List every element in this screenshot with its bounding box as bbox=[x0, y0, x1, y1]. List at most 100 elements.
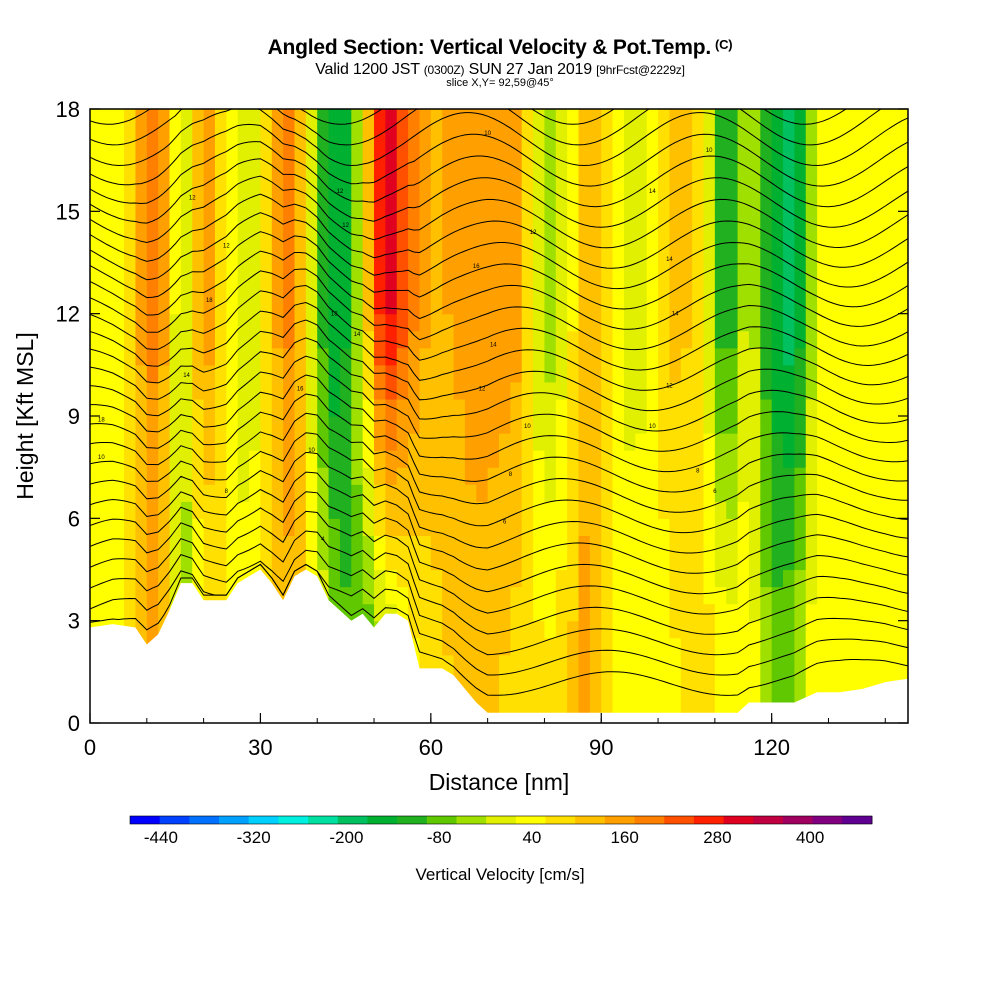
velocity-cell bbox=[408, 535, 421, 554]
velocity-cell bbox=[396, 586, 409, 605]
velocity-cell bbox=[271, 398, 284, 417]
velocity-cell bbox=[339, 603, 352, 622]
velocity-cell bbox=[294, 177, 307, 195]
velocity-cell bbox=[601, 467, 614, 485]
velocity-cell bbox=[351, 313, 364, 332]
velocity-cell bbox=[601, 450, 614, 468]
velocity-cell bbox=[862, 552, 875, 571]
velocity-cell bbox=[328, 484, 341, 502]
velocity-cell bbox=[487, 211, 500, 229]
velocity-cell bbox=[783, 654, 795, 673]
velocity-cell bbox=[873, 620, 886, 639]
velocity-cell bbox=[658, 313, 671, 332]
velocity-cell bbox=[476, 381, 489, 400]
velocity-cell bbox=[328, 177, 341, 195]
velocity-cell bbox=[362, 160, 375, 178]
velocity-cell bbox=[589, 143, 602, 161]
velocity-cell bbox=[317, 501, 330, 519]
velocity-cell bbox=[544, 109, 557, 127]
velocity-cell bbox=[612, 143, 625, 161]
velocity-cell bbox=[453, 586, 466, 605]
velocity-cell bbox=[748, 535, 761, 554]
velocity-cell bbox=[146, 381, 159, 400]
velocity-cell bbox=[226, 245, 239, 264]
velocity-cell bbox=[510, 211, 523, 229]
velocity-cell bbox=[783, 569, 795, 588]
velocity-cell bbox=[464, 347, 477, 366]
velocity-cell bbox=[714, 688, 727, 707]
velocity-cell bbox=[646, 364, 659, 383]
velocity-cell bbox=[748, 450, 761, 468]
velocity-cell bbox=[214, 262, 227, 281]
velocity-cell bbox=[214, 398, 227, 417]
velocity-cell bbox=[601, 313, 614, 332]
velocity-cell bbox=[305, 518, 318, 536]
velocity-cell bbox=[203, 467, 216, 485]
velocity-cell bbox=[362, 398, 375, 417]
velocity-cell bbox=[203, 364, 216, 383]
velocity-cell bbox=[260, 160, 273, 178]
velocity-cell bbox=[419, 262, 432, 281]
velocity-cell bbox=[817, 552, 830, 571]
velocity-cell bbox=[896, 245, 908, 264]
velocity-cell bbox=[271, 313, 284, 332]
velocity-cell bbox=[783, 484, 795, 502]
velocity-cell bbox=[442, 518, 455, 536]
velocity-cell bbox=[487, 586, 500, 605]
velocity-cell bbox=[635, 654, 648, 673]
velocity-cell bbox=[703, 484, 716, 502]
velocity-cell bbox=[203, 177, 216, 195]
velocity-cell bbox=[567, 126, 580, 144]
velocity-cell bbox=[817, 484, 830, 502]
velocity-cell bbox=[419, 654, 432, 673]
velocity-cell bbox=[646, 313, 659, 332]
velocity-cell bbox=[226, 433, 239, 451]
velocity-cell bbox=[180, 296, 193, 315]
velocity-cell bbox=[101, 398, 114, 417]
velocity-cell bbox=[726, 347, 739, 366]
velocity-cell bbox=[237, 245, 250, 264]
velocity-cell bbox=[669, 603, 682, 622]
velocity-cell bbox=[408, 484, 421, 502]
velocity-cell bbox=[771, 296, 784, 315]
velocity-cell bbox=[839, 416, 852, 434]
velocity-cell bbox=[430, 381, 443, 400]
velocity-cell bbox=[351, 296, 364, 315]
velocity-cell bbox=[271, 143, 284, 161]
velocity-cell bbox=[862, 654, 875, 673]
velocity-cell bbox=[180, 467, 193, 485]
velocity-cell bbox=[578, 143, 591, 161]
velocity-cell bbox=[305, 160, 318, 178]
velocity-cell bbox=[567, 279, 580, 298]
velocity-cell bbox=[635, 313, 648, 332]
velocity-cell bbox=[669, 637, 682, 656]
velocity-cell bbox=[294, 501, 307, 519]
velocity-cell bbox=[669, 586, 682, 605]
velocity-cell bbox=[669, 126, 682, 144]
velocity-cell bbox=[146, 279, 159, 298]
velocity-cell bbox=[453, 228, 466, 247]
velocity-cell bbox=[419, 347, 432, 366]
velocity-cell bbox=[828, 364, 841, 383]
velocity-cell bbox=[885, 654, 898, 673]
velocity-cell bbox=[567, 211, 580, 229]
velocity-cell bbox=[862, 279, 875, 298]
velocity-cell bbox=[146, 620, 159, 639]
velocity-cell bbox=[499, 433, 511, 451]
velocity-cell bbox=[124, 416, 137, 434]
velocity-cell bbox=[896, 177, 908, 195]
velocity-cell bbox=[146, 535, 159, 554]
velocity-cell bbox=[589, 364, 602, 383]
velocity-cell bbox=[283, 467, 296, 485]
velocity-cell bbox=[203, 347, 216, 366]
velocity-cell bbox=[623, 467, 636, 485]
velocity-cell bbox=[146, 194, 159, 212]
velocity-cell bbox=[464, 467, 477, 485]
velocity-cell bbox=[851, 160, 864, 178]
velocity-cell bbox=[805, 194, 818, 212]
theta-contour-label: 12 bbox=[479, 387, 486, 393]
velocity-cell bbox=[760, 603, 773, 622]
colorbar-frame bbox=[129, 815, 873, 825]
velocity-cell bbox=[896, 126, 908, 144]
